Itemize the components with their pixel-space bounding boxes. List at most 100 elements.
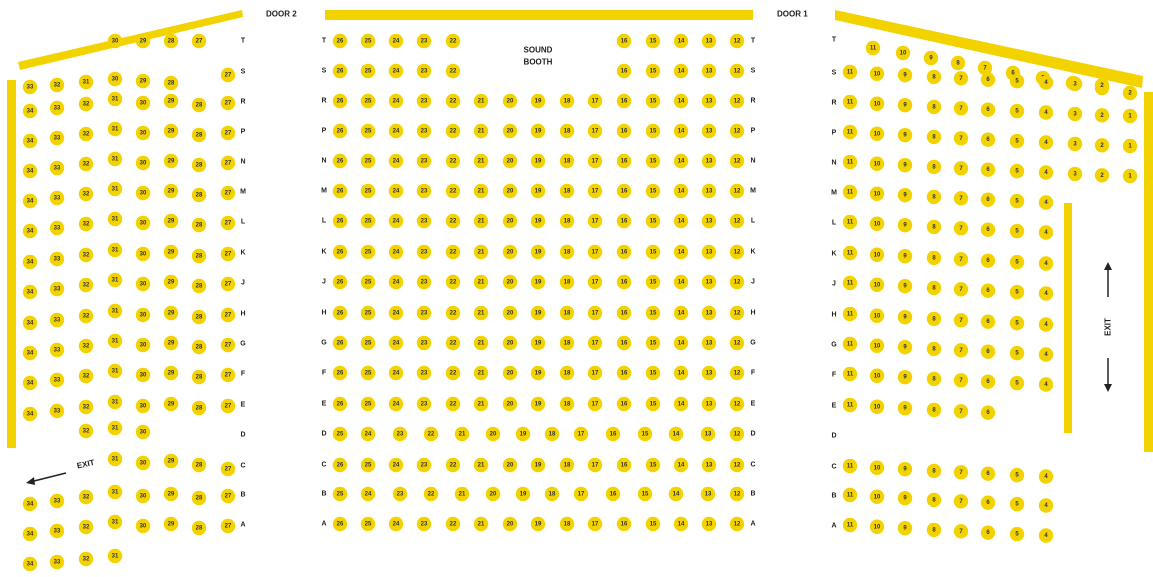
seat-left-E-31[interactable]: 31 [107,394,123,410]
seat-circle[interactable] [191,187,207,203]
seat-circle[interactable] [388,396,404,412]
seat-left-C-27[interactable]: 27 [220,461,236,477]
seat-circle[interactable] [926,219,942,235]
seat-right-N-5[interactable]: 5 [1009,163,1025,179]
seat-right-R-9[interactable]: 9 [897,97,913,113]
seat-circle[interactable] [22,103,38,119]
seat-center-E-20[interactable]: 20 [502,396,518,412]
seat-circle[interactable] [473,396,489,412]
seat-circle[interactable] [926,129,942,145]
seat-circle[interactable] [163,244,179,260]
seat-circle[interactable] [360,33,376,49]
seat-circle[interactable] [135,367,151,383]
seat-circle[interactable] [107,548,123,564]
seat-center-J-22[interactable]: 22 [445,274,461,290]
seat-circle[interactable] [1009,526,1025,542]
seat-center-C-18[interactable]: 18 [559,457,575,473]
seat-right-N-6[interactable]: 6 [980,162,996,177]
seat-center-C-16[interactable]: 16 [616,457,632,473]
seat-center-E-12[interactable]: 12 [729,396,745,412]
seat-center-C-19[interactable]: 19 [530,457,546,473]
seat-circle[interactable] [502,335,518,351]
seat-circle[interactable] [616,516,632,532]
seat-circle[interactable] [700,486,716,502]
seat-circle[interactable] [473,123,489,139]
seat-circle[interactable] [220,367,236,383]
seat-circle[interactable] [445,335,461,351]
seat-center-P-14[interactable]: 14 [673,123,689,139]
seat-circle[interactable] [673,365,689,381]
seat-circle[interactable] [869,247,885,262]
seat-left-F-34[interactable]: 34 [22,375,38,391]
seat-circle[interactable] [502,274,518,290]
seat-center-J-26[interactable]: 26 [332,274,348,290]
seat-circle[interactable] [544,426,560,442]
seat-center-R-26[interactable]: 26 [332,93,348,109]
seat-left-E-30[interactable]: 30 [135,398,151,414]
seat-circle[interactable] [673,457,689,473]
seat-left-T-30[interactable]: 30 [107,33,123,49]
seat-circle[interactable] [587,335,603,351]
seat-circle[interactable] [135,73,151,89]
seat-right-A-4[interactable]: 4 [1038,528,1054,543]
seat-circle[interactable] [1094,168,1110,183]
seat-circle[interactable] [701,93,717,109]
seat-left-H-27[interactable]: 27 [220,307,236,323]
seat-circle[interactable] [645,213,661,229]
seat-left-H-32[interactable]: 32 [78,308,94,324]
seat-right-E-9[interactable]: 9 [897,400,913,416]
seat-circle[interactable] [1067,166,1083,182]
seat-circle[interactable] [220,67,236,83]
seat-right-K-4[interactable]: 4 [1038,256,1054,271]
seat-circle[interactable] [49,312,65,328]
seat-circle[interactable] [729,183,745,199]
seat-center-C-12[interactable]: 12 [729,457,745,473]
seat-circle[interactable] [897,339,913,355]
seat-center-R-15[interactable]: 15 [645,93,661,109]
seat-circle[interactable] [135,33,151,49]
seat-center-H-20[interactable]: 20 [502,305,518,321]
seat-circle[interactable] [78,338,94,354]
seat-center-G-13[interactable]: 13 [701,335,717,351]
seat-right-C-8[interactable]: 8 [926,463,942,479]
seat-circle[interactable] [332,183,348,199]
seat-circle[interactable] [191,400,207,416]
seat-left-B-32[interactable]: 32 [78,489,94,505]
seat-center-A-22[interactable]: 22 [445,516,461,532]
seat-right-P-10[interactable]: 10 [869,126,885,141]
seat-center-K-13[interactable]: 13 [701,244,717,260]
seat-center-P-26[interactable]: 26 [332,123,348,139]
seat-circle[interactable] [1038,528,1054,543]
seat-circle[interactable] [332,486,348,502]
seat-center-P-24[interactable]: 24 [388,123,404,139]
seat-right-J-11[interactable]: 11 [842,275,858,291]
seat-center-N-20[interactable]: 20 [502,153,518,169]
seat-center-P-13[interactable]: 13 [701,123,717,139]
seat-circle[interactable] [416,396,432,412]
seat-center-G-12[interactable]: 12 [729,335,745,351]
seat-circle[interactable] [78,186,94,202]
seat-circle[interactable] [445,244,461,260]
seat-right-L-4[interactable]: 4 [1038,225,1054,240]
seat-left-L-31[interactable]: 31 [107,211,123,227]
seat-center-H-22[interactable]: 22 [445,305,461,321]
seat-circle[interactable] [842,366,858,382]
seat-left-H-34[interactable]: 34 [22,315,38,331]
seat-circle[interactable] [49,523,65,539]
seat-circle[interactable] [645,33,661,49]
seat-center-C-25[interactable]: 25 [360,457,376,473]
seat-center-A-15[interactable]: 15 [645,516,661,532]
seat-left-L-33[interactable]: 33 [49,220,65,236]
seat-circle[interactable] [423,426,439,442]
seat-center-B-20[interactable]: 20 [485,486,501,502]
seat-circle[interactable] [530,244,546,260]
seat-circle[interactable] [22,345,38,361]
seat-center-R-23[interactable]: 23 [416,93,432,109]
seat-circle[interactable] [1038,135,1054,150]
seat-right-B-11[interactable]: 11 [842,487,858,503]
seat-circle[interactable] [530,213,546,229]
seat-center-E-21[interactable]: 21 [473,396,489,412]
seat-right-M-9[interactable]: 9 [897,187,913,203]
seat-left-C-30[interactable]: 30 [135,455,151,471]
seat-circle[interactable] [416,123,432,139]
